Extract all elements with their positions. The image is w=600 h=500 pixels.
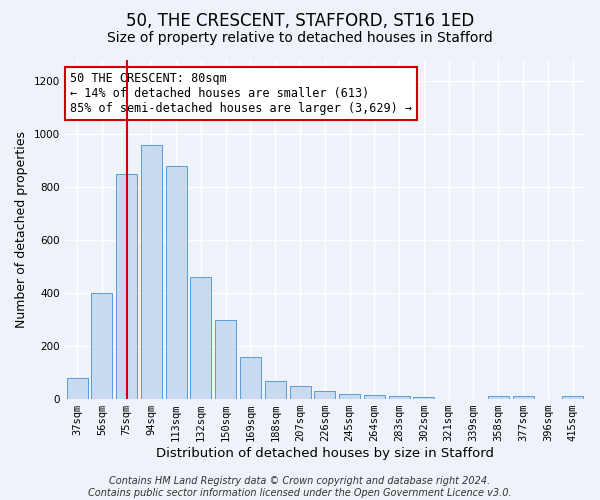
Bar — [339, 394, 360, 399]
X-axis label: Distribution of detached houses by size in Stafford: Distribution of detached houses by size … — [156, 447, 494, 460]
Bar — [67, 378, 88, 399]
Bar — [265, 380, 286, 399]
Bar — [190, 277, 211, 399]
Text: Contains HM Land Registry data © Crown copyright and database right 2024.
Contai: Contains HM Land Registry data © Crown c… — [88, 476, 512, 498]
Bar — [389, 396, 410, 399]
Text: 50, THE CRESCENT, STAFFORD, ST16 1ED: 50, THE CRESCENT, STAFFORD, ST16 1ED — [126, 12, 474, 30]
Bar — [512, 396, 533, 399]
Bar — [290, 386, 311, 399]
Bar — [488, 396, 509, 399]
Bar — [141, 145, 162, 399]
Bar — [364, 395, 385, 399]
Bar — [91, 293, 112, 399]
Bar — [562, 396, 583, 399]
Bar — [413, 397, 434, 399]
Text: Size of property relative to detached houses in Stafford: Size of property relative to detached ho… — [107, 31, 493, 45]
Bar — [215, 320, 236, 399]
Bar — [116, 174, 137, 399]
Text: 50 THE CRESCENT: 80sqm
← 14% of detached houses are smaller (613)
85% of semi-de: 50 THE CRESCENT: 80sqm ← 14% of detached… — [70, 72, 412, 115]
Bar — [314, 391, 335, 399]
Y-axis label: Number of detached properties: Number of detached properties — [15, 131, 28, 328]
Bar — [240, 356, 261, 399]
Bar — [166, 166, 187, 399]
